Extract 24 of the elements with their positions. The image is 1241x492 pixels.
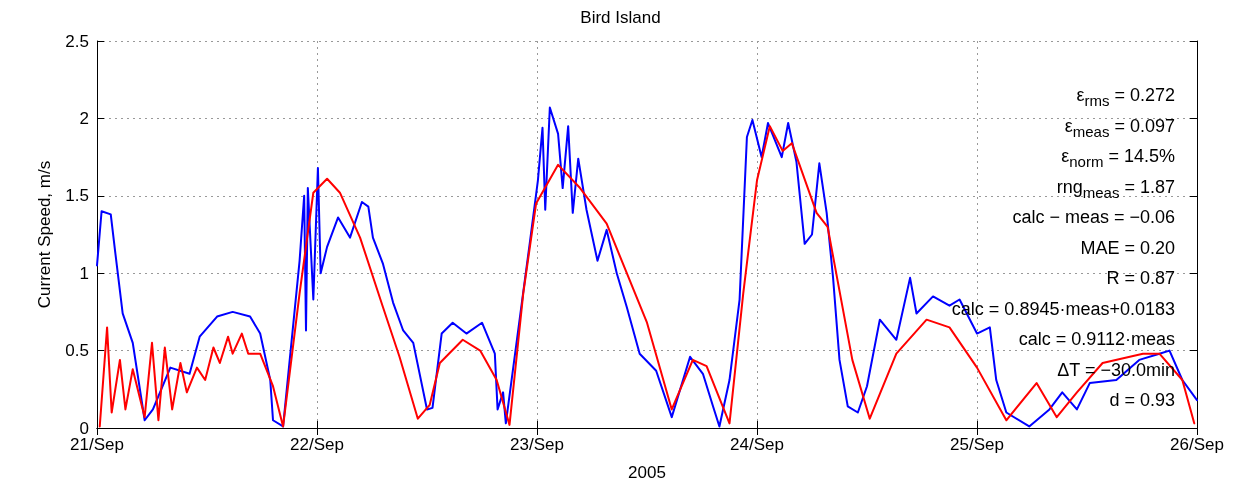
y-axis-title: Current Speed, m/s [35, 160, 54, 309]
annotation: ε$_{norm}$ = 14.5% [1060, 145, 1175, 172]
annotation: calc − meas = −0.06 [1011, 206, 1175, 229]
y-tick-label: 0.5 [65, 341, 89, 361]
x-tick-label: 26/Sep [1170, 435, 1224, 454]
y-tick-label: 0 [79, 418, 89, 438]
annotation: MAE = 0.20 [1079, 236, 1175, 260]
y-tick-label: 1 [79, 263, 89, 283]
annotation: ε$_{meas}$ = 0.097 [1063, 114, 1175, 141]
annotation: rng$_{meas}$ = 1.87 [1055, 175, 1175, 202]
x-tick-label: 24/Sep [730, 435, 784, 454]
x-tick-label: 23/Sep [510, 435, 564, 454]
annotation: R = 0.87 [1105, 267, 1175, 290]
chart-title: Bird Island [580, 8, 661, 27]
x-tick-label: 22/Sep [290, 435, 344, 454]
y-tick-label: 1.5 [65, 186, 89, 206]
x-tick-label: 21/Sep [70, 435, 124, 454]
y-tick-label: 2.5 [65, 31, 89, 51]
x-tick-label: 25/Sep [950, 435, 1004, 454]
annotation: calc = 0.9112·meas [1017, 328, 1175, 351]
x-axis-title: 2005 [628, 463, 666, 482]
annotation: ε$_{rms}$ = 0.272 [1075, 84, 1175, 111]
annotation: d = 0.93 [1108, 389, 1175, 412]
y-tick-label: 2 [79, 108, 89, 128]
